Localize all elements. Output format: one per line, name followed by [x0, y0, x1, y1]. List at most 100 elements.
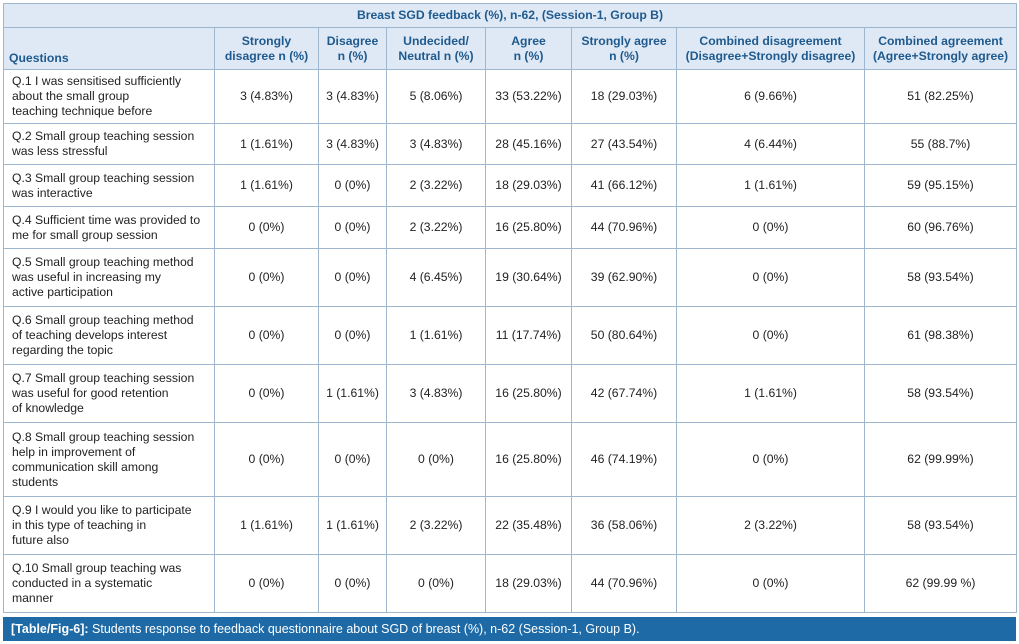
table-header-row: Questions Strongly disagree n (%) Disagree n…	[3, 27, 1017, 70]
value-cell-combined-agreement: 61 (98.38%)	[864, 306, 1017, 365]
value-cell-agree: 28 (45.16%)	[485, 123, 572, 165]
value-cell-disagree: 3 (4.83%)	[318, 123, 387, 165]
table-caption: [Table/Fig-6]: Students response to feed…	[3, 617, 1016, 641]
value-cell-strongly-agree: 44 (70.96%)	[571, 554, 677, 613]
question-line: Q.8 Small group teaching session	[12, 429, 195, 444]
header-line: Strongly	[241, 33, 292, 48]
question-line: Q.4 Sufficient time was provided to	[12, 212, 201, 227]
value-cell-strongly-disagree: 0 (0%)	[214, 554, 319, 613]
value-cell-undecided-neutral: 0 (0%)	[386, 554, 486, 613]
question-line: Q.1 I was sensitised sufficiently	[12, 74, 182, 88]
value-cell-strongly-agree: 46 (74.19%)	[571, 422, 677, 497]
value-cell-undecided-neutral: 0 (0%)	[386, 422, 486, 497]
header-line: Questions	[9, 51, 69, 65]
question-cell: Q.5 Small group teaching method was usefu…	[3, 248, 215, 307]
value-cell-strongly-disagree: 0 (0%)	[214, 422, 319, 497]
value-cell-disagree: 0 (0%)	[318, 206, 387, 249]
value-cell-combined-agreement: 60 (96.76%)	[864, 206, 1017, 249]
value-cell-undecided-neutral: 5 (8.06%)	[386, 69, 486, 124]
header-undecided-neutral: Undecided/Neutral n (%)	[386, 27, 486, 70]
value-cell-strongly-agree: 44 (70.96%)	[571, 206, 677, 249]
header-line: Agree	[511, 33, 546, 48]
value-cell-combined-agreement: 58 (93.54%)	[864, 364, 1017, 423]
value-cell-disagree: 0 (0%)	[318, 306, 387, 365]
value-cell-strongly-disagree: 0 (0%)	[214, 206, 319, 249]
value-cell-combined-agreement: 55 (88.7%)	[864, 123, 1017, 165]
question-cell: Q.10 Small group teaching was conducted i…	[3, 554, 215, 613]
value-cell-strongly-disagree: 3 (4.83%)	[214, 69, 319, 124]
header-strongly-agree: Strongly agree n (%)	[571, 27, 677, 70]
caption-label: [Table/Fig-6]:	[11, 622, 89, 636]
value-cell-combined-agreement: 62 (99.99%)	[864, 422, 1017, 497]
value-cell-combined-agreement: 59 (95.15%)	[864, 164, 1017, 207]
question-cell: Q.4 Sufficient time was provided to me fo…	[3, 206, 215, 249]
question-cell: Q.7 Small group teaching session was usef…	[3, 364, 215, 423]
header-disagree: Disagree n (%)	[318, 27, 387, 70]
question-cell: Q.1 I was sensitised sufficiently about t…	[3, 69, 215, 124]
header-line: Neutral n (%)	[398, 48, 474, 63]
value-cell-undecided-neutral: 1 (1.61%)	[386, 306, 486, 365]
value-cell-strongly-agree: 50 (80.64%)	[571, 306, 677, 365]
value-cell-agree: 18 (29.03%)	[485, 554, 572, 613]
value-cell-combined-disagreement: 2 (3.22%)	[676, 496, 865, 555]
value-cell-combined-disagreement: 0 (0%)	[676, 422, 865, 497]
value-cell-combined-agreement: 58 (93.54%)	[864, 248, 1017, 307]
value-cell-combined-disagreement: 0 (0%)	[676, 306, 865, 365]
caption-text: Students response to feedback questionna…	[88, 622, 640, 636]
value-cell-undecided-neutral: 2 (3.22%)	[386, 496, 486, 555]
value-cell-combined-disagreement: 1 (1.61%)	[676, 164, 865, 207]
value-cell-strongly-agree: 39 (62.90%)	[571, 248, 677, 307]
value-cell-combined-disagreement: 4 (6.44%)	[676, 123, 865, 165]
question-line: future also	[12, 533, 69, 547]
value-cell-disagree: 0 (0%)	[318, 554, 387, 613]
table-row: Q.5 Small group teaching method was usefu…	[3, 248, 1017, 307]
question-line: regarding the topic	[12, 343, 113, 357]
table-row: Q.9 I would you like to participate in th…	[3, 496, 1017, 555]
header-questions: Questions	[3, 27, 215, 70]
question-line: in this type of teaching in	[12, 518, 147, 532]
value-cell-agree: 22 (35.48%)	[485, 496, 572, 555]
value-cell-combined-disagreement: 0 (0%)	[676, 206, 865, 249]
question-line: Q.3 Small group teaching session	[12, 170, 195, 185]
value-cell-disagree: 0 (0%)	[318, 164, 387, 207]
header-line: disagree n (%)	[224, 48, 309, 63]
value-cell-combined-disagreement: 6 (9.66%)	[676, 69, 865, 124]
question-line: communication skill among	[12, 459, 159, 474]
question-line: students	[12, 474, 59, 489]
question-line: Q.7 Small group teaching session	[12, 371, 195, 385]
value-cell-undecided-neutral: 2 (3.22%)	[386, 164, 486, 207]
question-line: Q.2 Small group teaching session	[12, 129, 195, 143]
header-line: n (%)	[609, 48, 639, 63]
question-line: was useful for good retention	[12, 386, 169, 400]
feedback-table-container: Breast SGD feedback (%), n-62, (Session-…	[3, 3, 1017, 613]
question-line: Q.10 Small group teaching was	[12, 561, 182, 575]
value-cell-strongly-agree: 27 (43.54%)	[571, 123, 677, 165]
value-cell-strongly-disagree: 1 (1.61%)	[214, 164, 319, 207]
header-combined-disagreement: Combined disagreement (Disagree+Strongly …	[676, 27, 865, 70]
question-line: of teaching develops interest	[12, 328, 168, 342]
header-line: n (%)	[337, 48, 368, 63]
value-cell-combined-disagreement: 1 (1.61%)	[676, 364, 865, 423]
header-line: Strongly agree	[581, 33, 667, 48]
table-row: Q.2 Small group teaching session was less…	[3, 123, 1017, 165]
value-cell-strongly-agree: 36 (58.06%)	[571, 496, 677, 555]
header-line: (Agree+Strongly agree)	[872, 48, 1009, 63]
table-body: Q.1 I was sensitised sufficiently about t…	[3, 69, 1017, 613]
table-row: Q.6 Small group teaching method of teachi…	[3, 306, 1017, 365]
value-cell-strongly-agree: 41 (66.12%)	[571, 164, 677, 207]
question-line: was interactive	[12, 185, 93, 200]
header-agree: Agree n (%)	[485, 27, 572, 70]
value-cell-agree: 16 (25.80%)	[485, 422, 572, 497]
question-line: was useful in increasing my	[12, 270, 162, 284]
question-line: manner	[12, 591, 54, 605]
header-line: Combined agreement	[878, 33, 1003, 48]
value-cell-disagree: 1 (1.61%)	[318, 364, 387, 423]
feedback-table: Breast SGD feedback (%), n-62, (Session-…	[3, 3, 1017, 613]
value-cell-combined-disagreement: 0 (0%)	[676, 554, 865, 613]
question-line: of knowledge	[12, 401, 84, 415]
header-strongly-disagree: Strongly disagree n (%)	[214, 27, 319, 70]
value-cell-strongly-disagree: 1 (1.61%)	[214, 496, 319, 555]
header-line: (Disagree+Strongly disagree)	[685, 48, 856, 63]
table-row: Q.3 Small group teaching session was inte…	[3, 164, 1017, 207]
table-row: Q.10 Small group teaching was conducted i…	[3, 554, 1017, 613]
